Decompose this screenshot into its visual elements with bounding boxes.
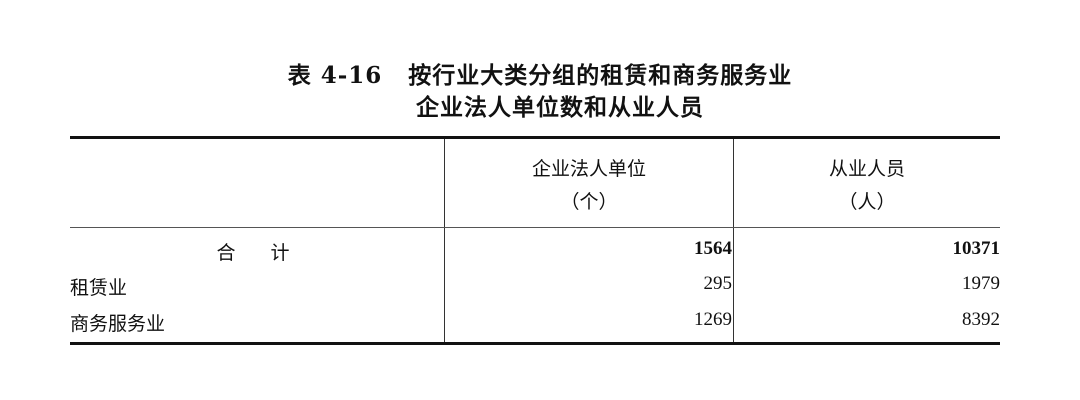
column-header-label: 企业法人单位 <box>531 159 646 180</box>
leasing-employees-value: 1979 <box>962 273 1000 294</box>
row-label-total: 合 计 <box>216 243 298 264</box>
total-units-value: 1564 <box>694 238 732 259</box>
table-title-text: 按行业大类分组的租赁和商务服务业 <box>408 62 793 89</box>
header-divider <box>70 227 1000 228</box>
row-label-leasing: 租赁业 <box>70 278 128 299</box>
column-header-label: 从业人员 <box>828 159 905 180</box>
table-title-line2: 企业法人单位数和从业人员 <box>416 94 704 121</box>
business-services-units-value: 1269 <box>694 309 732 330</box>
column-divider <box>733 139 734 342</box>
column-divider <box>444 139 445 342</box>
row-label-business-services: 商务服务业 <box>70 314 166 335</box>
column-header-units: 企业法人单位 （个） <box>445 153 733 219</box>
table-title-line1: 表 4-16 按行业大类分组的租赁和商务服务业 <box>0 56 1080 90</box>
total-employees-value: 10371 <box>952 238 1001 259</box>
leasing-units-value: 295 <box>703 273 733 294</box>
data-table: 企业法人单位 （个） 从业人员 （人） 合 计 1564 10371 租赁业 2… <box>70 136 1000 345</box>
column-header-employees: 从业人员 （人） <box>734 153 1000 219</box>
column-header-unit: （人） <box>838 192 896 213</box>
column-header-unit: （个） <box>560 192 618 213</box>
table-number: 表 4-16 <box>287 62 383 89</box>
business-services-employees-value: 8392 <box>962 309 1000 330</box>
